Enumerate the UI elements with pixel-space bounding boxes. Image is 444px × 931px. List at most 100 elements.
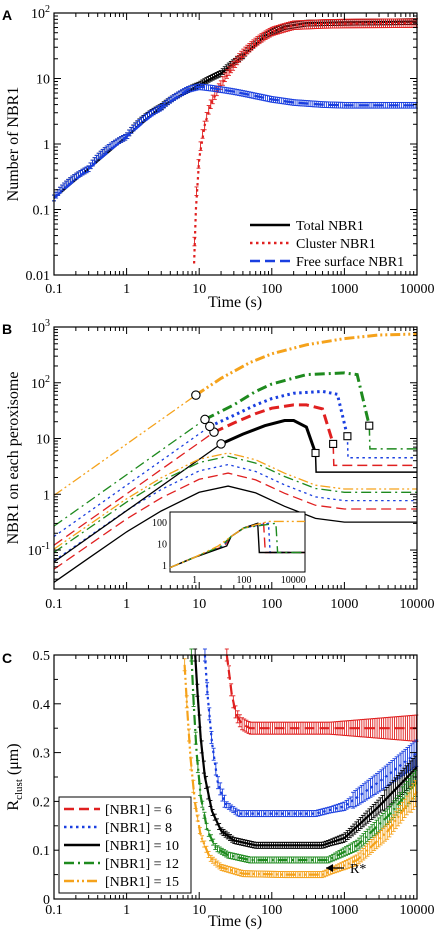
b-x-tick-label: 1000 [330,597,358,612]
line-b-upper-1 [209,389,349,437]
b-y-tick-label: 102 [31,374,50,392]
y-axis-label-c-main: R [5,800,22,811]
dissolution-marker [329,439,338,448]
line-b-tail-1 [346,436,417,459]
line-b-lower-3 [53,455,417,553]
y-axis-label-a: Number of NBR1 [5,87,22,202]
b-y-tick-label: 10 [36,433,50,448]
b-y-tick-label: 10-1 [28,541,50,559]
c-x-tick-label: 0.1 [45,903,63,918]
plot-frame-b [53,326,418,590]
b-x-tick-label: 1 [123,597,130,612]
c-x-tick-label: 10 [192,903,206,918]
line-c-115-error-bars [182,658,418,879]
c-x-tick-label: 100 [261,903,282,918]
panel-label-b: B [2,321,12,337]
inset-y-tick-label: 10 [157,539,167,550]
line-b-tail-3 [368,425,417,450]
b-x-tick-label: 10 [192,597,206,612]
panel-label-c: C [2,650,12,666]
c-y-tick-label: 0.1 [33,844,51,859]
legend-c-entry: [NBR1] = 12 [105,857,179,872]
c-y-tick-label: 0 [43,893,50,908]
inset-y-tick-label: 1 [162,561,167,572]
y-axis-label-c-subscript: clust [13,779,25,800]
a-x-tick-label: 1000 [330,282,358,297]
y-axis-label-b: NBR1 on each peroxisome [5,372,22,545]
line-b-approach-3 [53,418,206,527]
inset-y-tick-label: 100 [152,518,167,529]
legend-a-entry: Cluster NBR1 [296,237,376,252]
legend-c-entry: [NBR1] = 15 [105,875,179,890]
a-x-tick-label: 100 [261,282,282,297]
y-axis-label-c: Rclust (μm) [5,743,25,810]
inset-frame [169,511,306,573]
line-c-110-error-bars [193,648,418,849]
inset-plot: 1 100 10000 1 10 100 [152,511,306,586]
nucleation-marker [216,439,226,449]
line-b-upper-4 [195,332,418,397]
b-x-tick-label: 10000 [400,597,435,612]
c-x-tick-label: 1 [123,903,130,918]
a-y-tick-label: 10 [36,73,50,88]
annotation-r-star: R* [326,862,366,877]
legend-c: [NBR1] = 6 [NBR1] = 8 [NBR1] = 10 [NBR1] = … [58,796,192,894]
legend-c-entry: [NBR1] = 6 [105,803,172,818]
line-b-lower-4 [53,452,417,550]
line-c-16 [225,654,417,730]
line-b-upper-3 [204,371,371,427]
line-c-110 [194,654,418,847]
c-y-tick-label: 0.4 [33,698,51,713]
legend-c-entry: [NBR1] = 10 [105,839,179,854]
line-b-approach-2 [53,443,222,563]
panel-label-a: A [2,7,12,23]
line-b-tail-0 [332,443,417,467]
inset-x-tick-label: 100 [236,575,251,586]
line-b-tail-2 [314,452,417,473]
inset-x-tick-label: 10000 [281,575,306,586]
line-b-lower-2 [53,485,417,583]
line-free-surface-nbr1 [53,85,417,199]
a-y-tick-label: 0.01 [26,269,51,284]
nucleation-marker [205,421,215,432]
line-b-lower-0 [53,472,417,570]
a-x-tick-label: 10000 [400,282,435,297]
line-cluster-nbr1 [193,22,418,264]
a-x-tick-label: 10 [192,282,206,297]
line-cluster-nbr1-error-bars [192,18,419,247]
x-axis-label-a: Time (s) [208,294,262,311]
legend-c-entry: [NBR1] = 8 [105,821,172,836]
legend-a-entry: Total NBR1 [296,219,364,234]
line-c-18 [203,654,418,815]
line-free-surface-nbr1-error-bars [52,83,418,202]
line-b-approach-0 [53,431,215,546]
inset-line-3 [169,522,305,569]
nucleation-marker [191,390,201,400]
b-y-tick-label: 103 [31,318,50,336]
x-axis-label-c: Time (s) [208,913,262,930]
legend-a-entry: Free surface NBR1 [296,255,404,270]
c-y-tick-label: 0.2 [33,795,51,810]
line-c-18-error-bars [202,648,419,818]
line-c-16-error-bars [224,648,419,742]
annotation-label: R* [350,862,366,877]
line-total-nbr1 [53,20,418,199]
y-axis-label-c-unit: (μm) [5,743,22,779]
line-b-upper-0 [213,403,335,445]
line-total-nbr1-error-bars [52,18,418,202]
a-x-tick-label: 1 [123,282,130,297]
a-y-tick-label: 102 [31,4,50,22]
nucleation-marker [200,414,210,425]
dissolution-marker [343,432,352,441]
c-x-tick-label: 1000 [330,903,358,918]
line-b-approach-1 [53,425,211,538]
dissolution-marker [311,448,320,458]
a-x-tick-label: 0.1 [45,282,63,297]
b-x-tick-label: 100 [261,597,282,612]
a-y-tick-label: 1 [43,138,50,153]
c-y-tick-label: 0.3 [33,747,51,762]
inset-line-4 [169,520,305,569]
